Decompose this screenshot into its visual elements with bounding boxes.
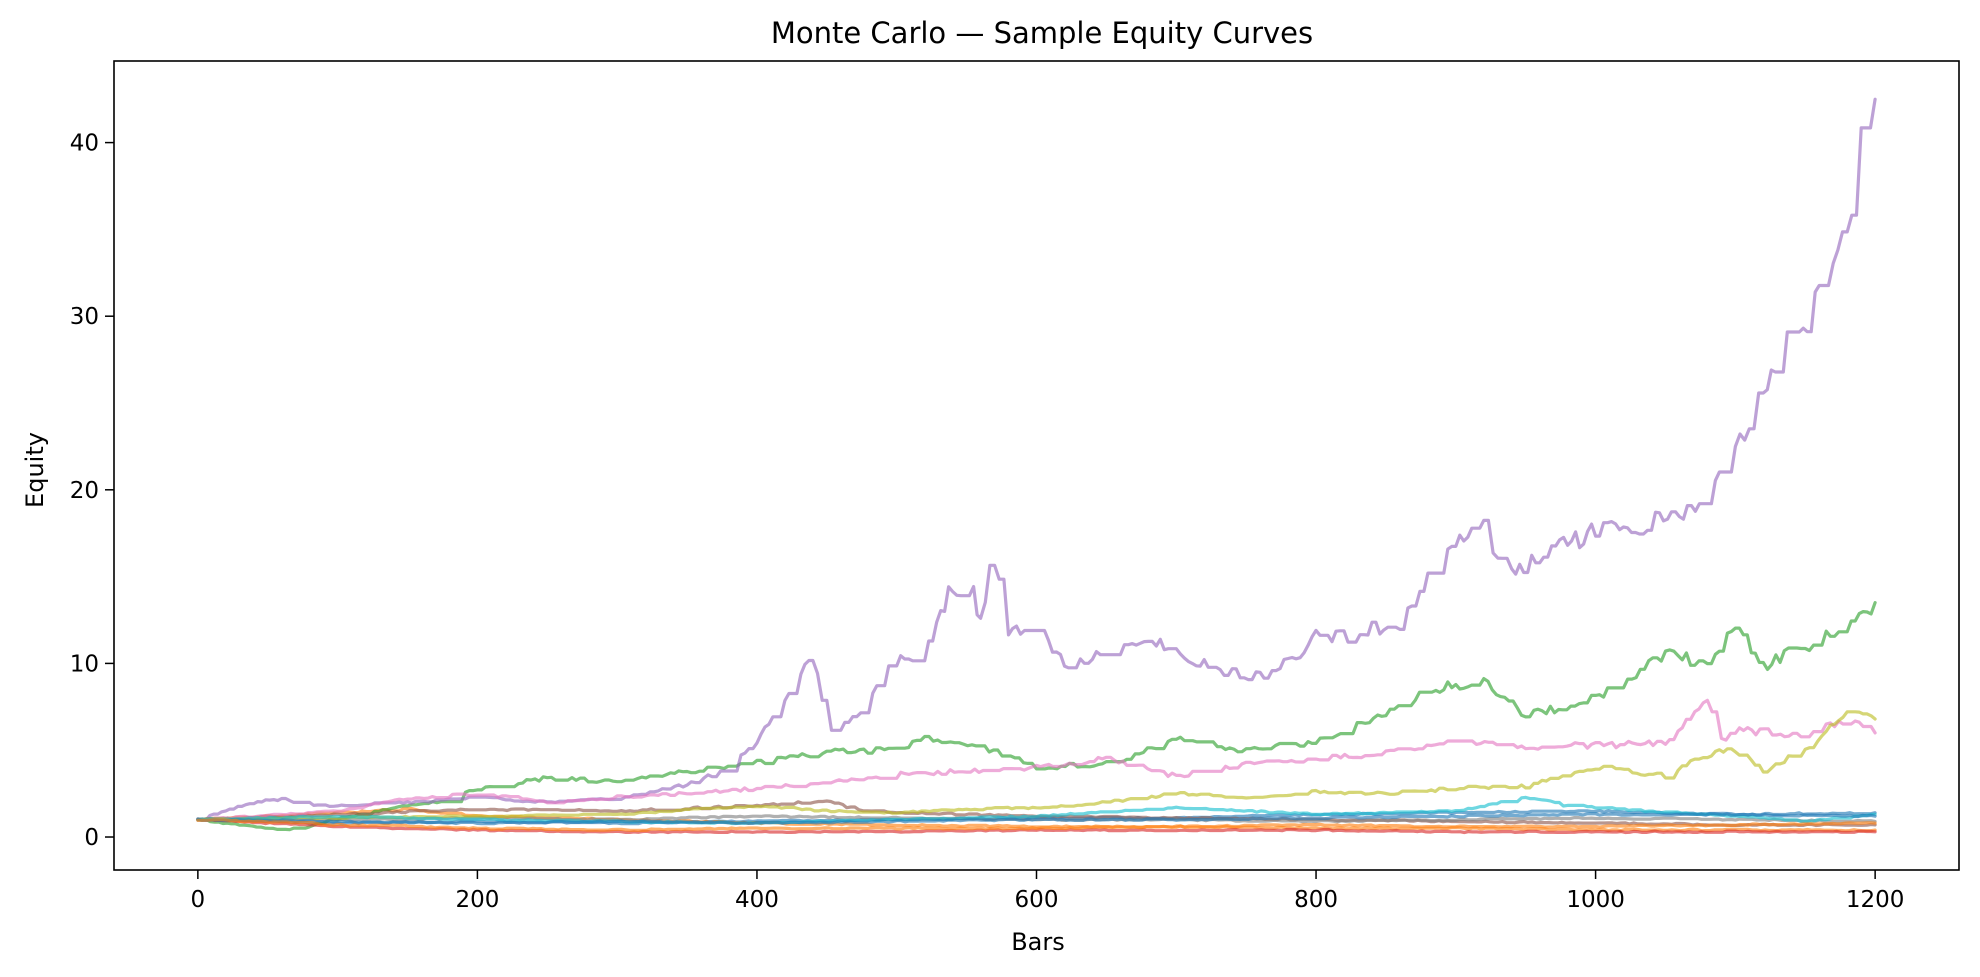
x-axis: 0 200 400 600 800 1000 1200	[191, 870, 1905, 913]
x-tick-label: 600	[1015, 887, 1059, 913]
y-tick-label: 20	[70, 478, 99, 504]
x-tick-label: 800	[1294, 887, 1338, 913]
series-line-9	[196, 710, 1877, 822]
x-tick-label: 200	[455, 887, 499, 913]
y-tick-label: 0	[84, 825, 99, 851]
x-axis-label: Bars	[1011, 928, 1065, 956]
series-line-12	[196, 818, 1877, 832]
y-tick-label: 30	[70, 304, 99, 330]
chart-title: Monte Carlo — Sample Equity Curves	[771, 16, 1313, 50]
series-line-10	[196, 795, 1877, 826]
y-tick-label: 40	[70, 131, 99, 157]
series-line-7	[196, 698, 1877, 821]
x-tick-label: 400	[735, 887, 779, 913]
series-line-3	[196, 601, 1877, 832]
series-line-11	[196, 812, 1877, 826]
y-tick-label: 10	[70, 651, 99, 677]
x-tick-label: 0	[191, 887, 206, 913]
x-tick-label: 1000	[1566, 887, 1625, 913]
series-layer	[196, 97, 1877, 835]
series-line-5	[196, 97, 1877, 822]
y-axis-label: Equity	[21, 432, 49, 508]
x-tick-label: 1200	[1846, 887, 1905, 913]
y-axis: 0 10 20 30 40	[70, 131, 114, 851]
